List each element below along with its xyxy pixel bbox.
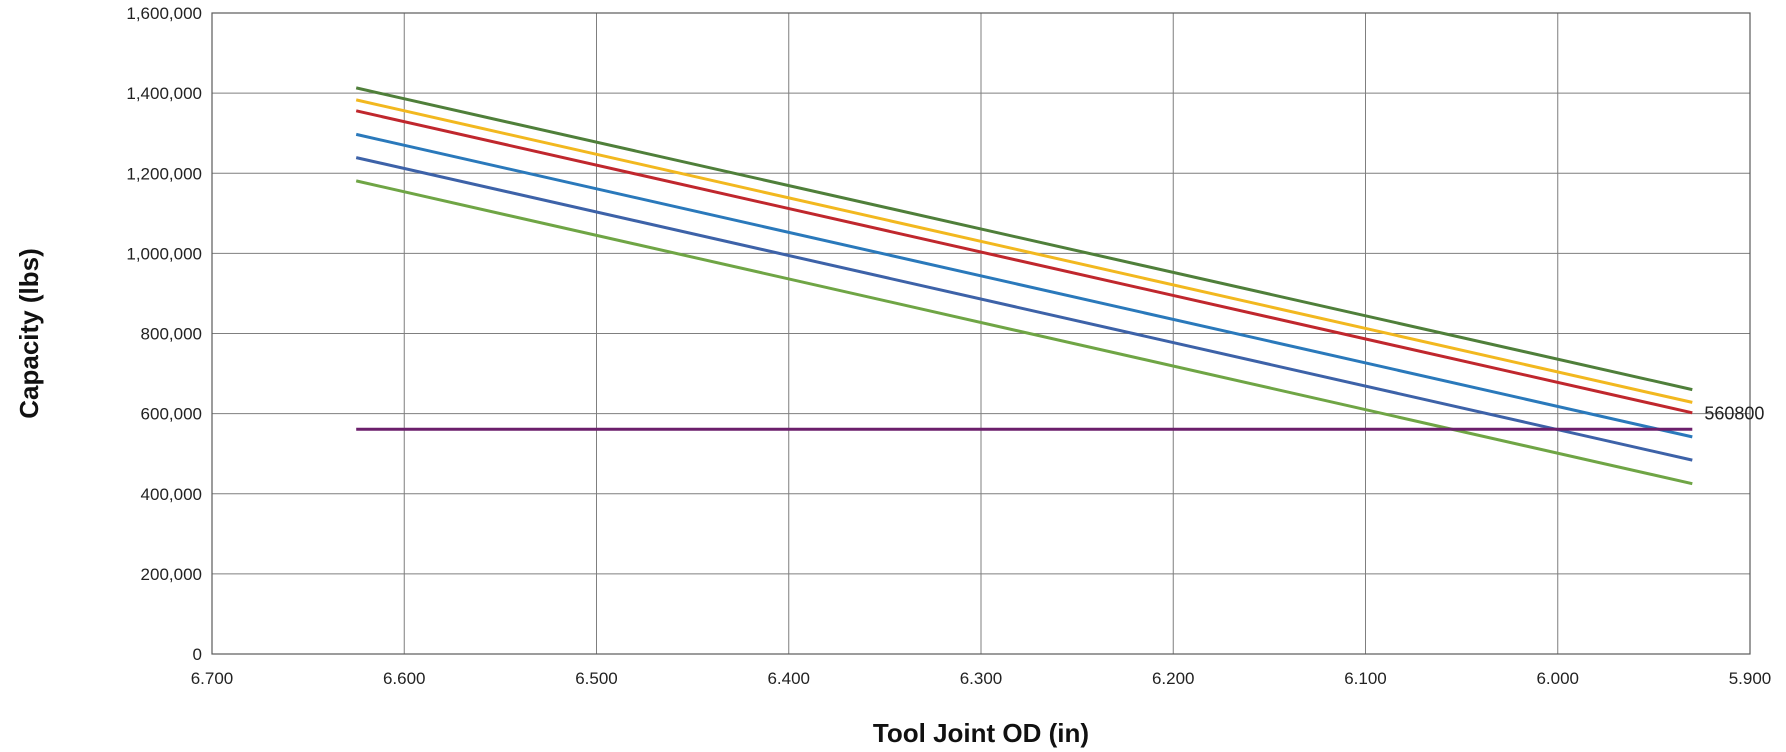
plot-frame (211, 12, 1751, 655)
y-tick-label: 1,000,000 (126, 244, 202, 263)
x-tick-label: 6.700 (191, 669, 234, 688)
y-tick-label: 0 (193, 645, 202, 664)
y-tick-label: 800,000 (141, 325, 202, 344)
y-tick-label: 600,000 (141, 405, 202, 424)
x-tick-label: 6.400 (767, 669, 810, 688)
data-label: 560800 (1704, 403, 1764, 423)
x-tick-label: 6.600 (383, 669, 426, 688)
y-axis-title: Capacity (lbs) (14, 248, 44, 419)
y-tick-label: 1,200,000 (126, 164, 202, 183)
grid-layer (211, 12, 1751, 655)
y-tick-label: 400,000 (141, 485, 202, 504)
y-tick-label: 1,400,000 (126, 84, 202, 103)
series-layer (355, 86, 1693, 486)
x-tick-label: 6.000 (1536, 669, 1579, 688)
x-tick-labels: 6.700 6.600 6.500 6.400 6.300 6.200 6.100 6.000… (191, 669, 1772, 688)
series-line-3 (355, 109, 1693, 415)
y-tick-labels: 0 200,000 400,000 600,000 800,000 1,000,000 1,… (126, 4, 202, 664)
x-tick-label: 6.200 (1152, 669, 1195, 688)
x-tick-label: 6.100 (1344, 669, 1387, 688)
x-tick-label: 6.500 (575, 669, 618, 688)
y-tick-label: 200,000 (141, 565, 202, 584)
x-tick-label: 6.300 (960, 669, 1003, 688)
y-tick-label: 1,600,000 (126, 4, 202, 23)
series-line-2 (355, 98, 1693, 404)
x-axis-title: Tool Joint OD (in) (873, 718, 1089, 748)
series-line-6 (355, 179, 1693, 486)
annotations: 560800 (1704, 403, 1764, 423)
series-line-5 (355, 156, 1693, 462)
series-line-1 (355, 86, 1693, 392)
series-line-4 (355, 132, 1693, 439)
x-tick-label: 5.900 (1729, 669, 1772, 688)
